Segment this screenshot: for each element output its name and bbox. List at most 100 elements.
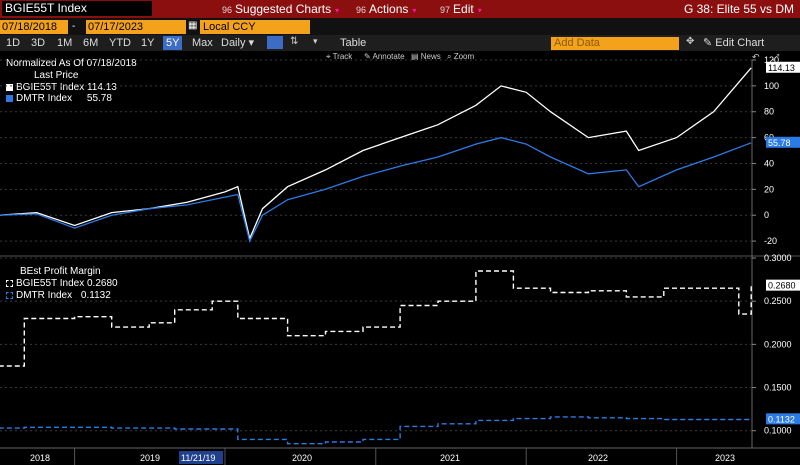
last-value-label: 0.2680 <box>768 281 796 291</box>
range-ytd[interactable]: YTD <box>109 37 131 49</box>
table-button[interactable]: Table <box>340 37 367 49</box>
legend-value: 0.1132 <box>80 290 111 301</box>
zoom-label: Zoom <box>453 52 475 61</box>
legend-value: 55.78 <box>86 93 112 104</box>
menu-number: 96 <box>356 5 367 15</box>
series-line <box>0 270 752 367</box>
y-tick-label: 0.3000 <box>764 253 792 263</box>
x-tick-label: 2020 <box>292 453 312 463</box>
last-value-tag <box>766 61 800 73</box>
range-max[interactable]: Max <box>192 37 213 49</box>
last-value-tag <box>766 413 800 425</box>
frequency-label: Daily <box>221 37 246 49</box>
drag-icon[interactable]: ✥ <box>686 36 695 47</box>
range-1m[interactable]: 1M <box>57 37 73 49</box>
legend2-item-dmtr[interactable]: DMTR Index 0.1132 <box>6 290 111 301</box>
legend-name: DMTR Index <box>16 290 73 301</box>
y-tick-label: 0.2000 <box>764 339 792 349</box>
actions-label: Actions <box>369 2 409 16</box>
x-tick-label: 2023 <box>715 453 735 463</box>
legend-name: DMTR Index <box>16 93 73 104</box>
calendar-icon[interactable]: ▦ <box>188 20 198 31</box>
y-tick-label: 0 <box>764 210 769 220</box>
legend-name: BGIE55T Index <box>16 278 85 289</box>
menu-number: 96 <box>222 5 233 15</box>
chart1-subtitle: Last Price <box>34 70 79 81</box>
line-chart-icon[interactable] <box>267 36 283 49</box>
legend-name: BGIE55T Index <box>16 82 85 93</box>
annotate-label: Annotate <box>372 52 405 61</box>
fullscreen-icon[interactable]: ⤢ <box>772 52 780 62</box>
legend-value: 0.2680 <box>86 278 118 289</box>
last-value-tag <box>766 136 800 148</box>
suggested-charts-label: Suggested Charts <box>235 2 332 16</box>
legend-value: 114.13 <box>86 82 117 93</box>
y-tick-label: 0.1000 <box>764 426 792 436</box>
y-tick-label: 0.1500 <box>764 383 792 393</box>
suggested-charts-menu[interactable]: 96 Suggested Charts ▾ <box>222 1 339 17</box>
end-date-field[interactable]: 07/17/2023 <box>86 20 186 34</box>
chart1-title: Normalized As Of 07/18/2018 <box>6 58 137 69</box>
y-tick-label: 120 <box>764 55 779 65</box>
zoom-tool[interactable]: ⌕ Zoom <box>447 52 475 61</box>
range-6m[interactable]: 6M <box>83 37 99 49</box>
x-tick-label: 2019 <box>140 453 160 463</box>
pencil-icon: ✎ <box>703 37 713 49</box>
edit-chart-label: Edit Chart <box>715 37 765 49</box>
x-tick-label: 2018 <box>30 453 50 463</box>
reset-icon[interactable]: ↶ <box>752 52 760 62</box>
news-tool[interactable]: ▤ News <box>411 52 441 61</box>
range-1d[interactable]: 1D <box>6 37 21 49</box>
y-tick-label: 80 <box>764 107 774 117</box>
series-line <box>0 67 752 241</box>
range-5y[interactable]: 5Y <box>163 36 183 50</box>
range-1y[interactable]: 1Y <box>141 37 155 49</box>
annotate-tool[interactable]: ✎ Annotate <box>364 52 405 61</box>
edit-menu[interactable]: 97 Edit ▾ <box>440 1 482 17</box>
menu-number: 97 <box>440 5 451 15</box>
legend-item-bgie[interactable]: BGIE55T Index 114.13 <box>6 82 117 93</box>
last-value-label: 0.1132 <box>768 414 795 424</box>
y-tick-label: 100 <box>764 81 779 91</box>
y-tick-label: 0.2500 <box>764 296 792 306</box>
caret-down-icon: ▾ <box>477 6 482 15</box>
legend-swatch <box>6 94 13 102</box>
caret-down-icon: ▾ <box>412 6 417 15</box>
edit-label: Edit <box>453 2 474 16</box>
track-label: Track <box>332 52 353 61</box>
date-separator: - <box>72 21 76 32</box>
actions-menu[interactable]: 96 Actions ▾ <box>356 1 416 17</box>
series-line <box>0 416 752 445</box>
chart2-title: BEst Profit Margin <box>20 266 101 277</box>
chart-title: G 38: Elite 55 vs DM <box>683 2 794 16</box>
start-date-field[interactable]: 07/18/2018 <box>0 20 68 34</box>
currency-select[interactable]: Local CCY <box>200 20 310 34</box>
news-label: News <box>420 52 441 61</box>
caret-down-icon: ▾ <box>335 6 340 15</box>
last-value-label: 55.78 <box>768 138 791 148</box>
track-tool[interactable]: ⌖ Track <box>326 52 353 61</box>
legend-swatch <box>6 291 13 299</box>
legend2-item-bgie[interactable]: BGIE55T Index 0.2680 <box>6 278 118 289</box>
cursor-date-box <box>179 451 223 464</box>
y-tick-label: 40 <box>764 158 774 168</box>
edit-chart-button[interactable]: ✎ Edit Chart <box>703 36 764 50</box>
top-menu-bar <box>0 0 800 18</box>
legend-item-dmtr[interactable]: DMTR Index 55.78 <box>6 93 112 104</box>
x-tick-label: 2022 <box>588 453 608 463</box>
sort-icon[interactable]: ⇅ <box>290 36 299 47</box>
y-tick-label: 20 <box>764 184 774 194</box>
add-data-input[interactable]: Add Data <box>551 37 679 50</box>
last-value-label: 114.13 <box>768 63 795 73</box>
legend-swatch <box>6 83 13 91</box>
ticker-input[interactable]: BGIE55T Index <box>2 1 152 16</box>
last-value-tag <box>766 279 800 291</box>
dropdown-icon[interactable]: ▾ <box>313 36 318 46</box>
range-3d[interactable]: 3D <box>31 37 46 49</box>
y-tick-label: -20 <box>764 236 777 246</box>
legend-swatch <box>6 279 13 287</box>
series-line <box>0 136 752 243</box>
frequency-select[interactable]: Daily ▾ <box>221 37 255 49</box>
cursor-date-label: 11/21/19 <box>181 453 215 463</box>
